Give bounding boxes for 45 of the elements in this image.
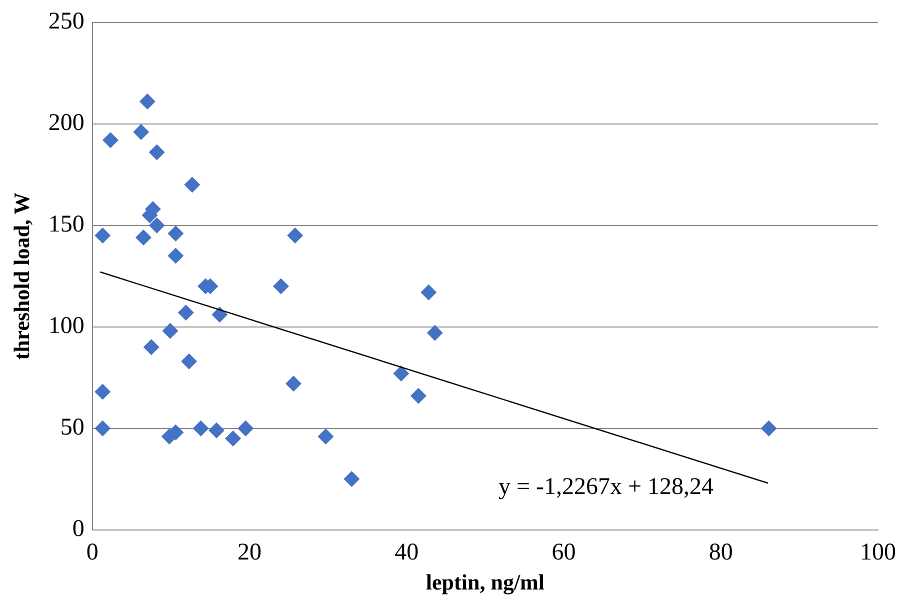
point	[102, 132, 118, 148]
annotation: y = -1,2267x + 128,24	[498, 474, 714, 500]
x-tick-label: 40	[394, 539, 419, 566]
point	[760, 420, 777, 436]
point	[192, 420, 209, 436]
point	[393, 366, 410, 382]
point	[238, 420, 254, 436]
point	[410, 388, 426, 404]
point	[148, 144, 165, 160]
point	[135, 230, 152, 246]
y-tick-label: 200	[48, 110, 84, 136]
x-tick-label: 60	[552, 539, 576, 566]
point	[168, 248, 184, 264]
y-tick-label: 250	[48, 8, 84, 35]
point	[287, 228, 304, 244]
y-axis-title: threshold load, W	[8, 192, 34, 360]
point	[143, 339, 160, 356]
x-axis-title: leptin, ng/ml	[426, 569, 544, 594]
x-tick-label: 100	[860, 539, 896, 566]
point	[133, 124, 150, 140]
point	[168, 225, 184, 242]
x-tick-label: 20	[238, 539, 262, 566]
point	[148, 217, 165, 234]
point	[426, 324, 443, 341]
point	[212, 306, 228, 323]
y-tick-label: 50	[60, 414, 84, 441]
point	[94, 228, 111, 244]
point	[318, 428, 334, 444]
y-tick-label: 100	[48, 313, 84, 340]
point	[178, 304, 194, 321]
point	[94, 420, 111, 436]
point	[94, 384, 111, 400]
y-tick-label: 0	[72, 516, 84, 542]
y-tick-label: 150	[48, 212, 84, 238]
point	[272, 278, 289, 294]
point	[208, 422, 225, 438]
point	[225, 430, 242, 446]
point	[344, 471, 360, 488]
point	[286, 376, 302, 392]
point	[181, 353, 198, 370]
point	[139, 94, 156, 110]
point	[162, 322, 178, 339]
point	[184, 176, 200, 193]
x-tick-label: 80	[708, 539, 733, 566]
point	[420, 284, 437, 300]
